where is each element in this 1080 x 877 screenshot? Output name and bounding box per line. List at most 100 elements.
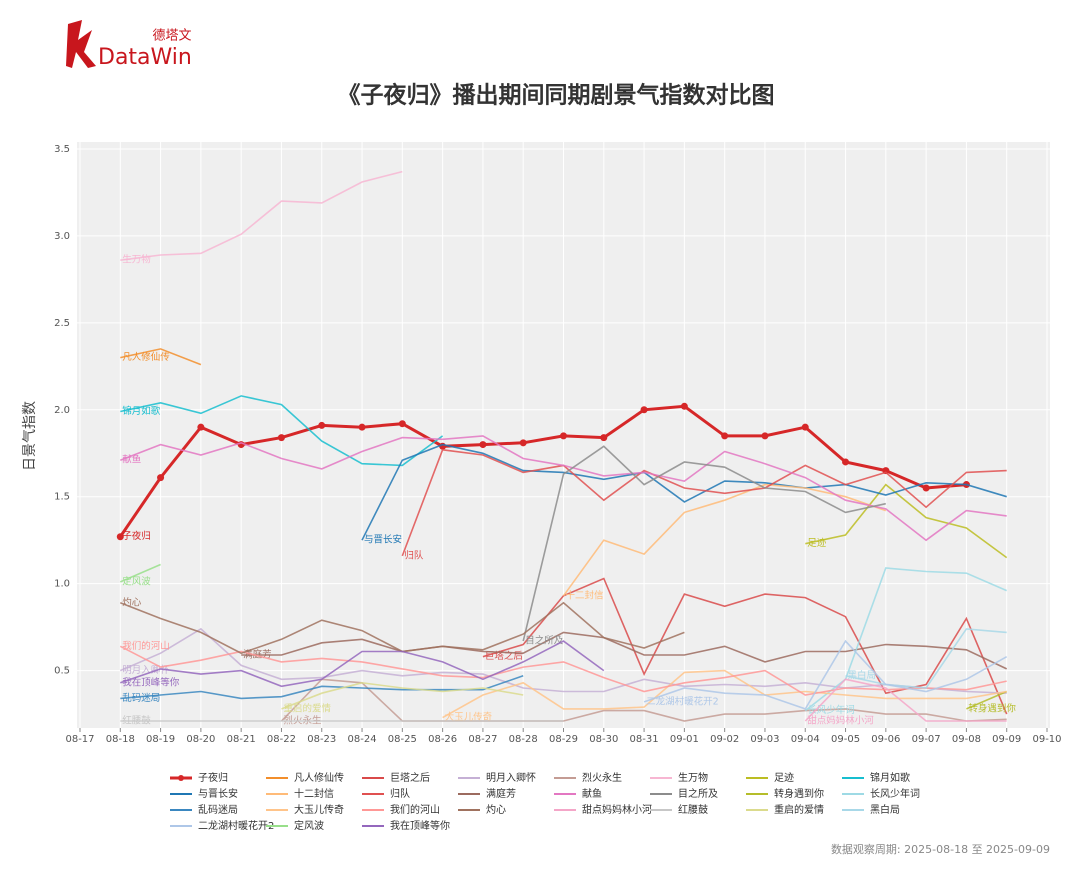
x-tick-label: 08-17 — [65, 734, 94, 745]
series: 转身遇到你 — [966, 690, 1016, 714]
x-tick-label: 08-23 — [307, 734, 336, 745]
point — [197, 423, 205, 431]
series-label: 生万物 — [122, 254, 151, 266]
series: 甜点妈妈林小河 — [804, 678, 1007, 727]
point — [721, 432, 729, 440]
x-tick-label: 08-27 — [468, 734, 497, 745]
legend-label: 生万物 — [678, 771, 708, 784]
series-line — [804, 567, 1008, 712]
point — [640, 406, 648, 414]
series-line — [845, 628, 1007, 689]
series: 子夜归 — [116, 402, 970, 542]
series-label: 足迹 — [807, 537, 827, 549]
legend-label: 归队 — [390, 787, 410, 800]
x-tick-label: 08-24 — [348, 734, 377, 745]
series-line — [119, 627, 1007, 694]
legend-label: 重启的爱情 — [774, 803, 824, 816]
legend-label: 十二封信 — [294, 787, 334, 800]
series-line — [120, 348, 202, 366]
legend-label: 乱码迷局 — [198, 804, 238, 816]
series-label: 转身遇到你 — [968, 702, 1016, 714]
series-line — [442, 669, 1007, 719]
series: 我们的河山 — [119, 640, 1007, 696]
x-tick-label: 09-02 — [710, 734, 739, 745]
series-line — [522, 445, 886, 642]
series-label: 二龙湖村暖花开2 — [646, 695, 719, 707]
series: 黑白局 — [845, 628, 1007, 689]
x-tick-label: 09-07 — [912, 734, 941, 745]
series: 重启的爱情 — [281, 681, 524, 714]
x-tick-label: 08-28 — [509, 734, 538, 745]
x-tick-label: 08-18 — [106, 734, 135, 745]
y-tick-label: 2.0 — [54, 405, 70, 416]
x-tick-label: 08-21 — [227, 734, 256, 745]
y-tick-label: 0.5 — [54, 666, 70, 677]
legend-label: 灼心 — [486, 803, 506, 816]
point — [842, 458, 850, 466]
point — [318, 421, 326, 429]
series-line — [120, 170, 403, 261]
series-line — [643, 639, 1008, 710]
series-line — [361, 443, 1007, 541]
series-line — [805, 483, 1008, 559]
series-line — [401, 448, 1007, 557]
legend-label: 甜点妈妈林小河 — [582, 803, 652, 816]
point — [277, 434, 285, 442]
point — [801, 423, 809, 431]
series: 明月入卿怀 — [119, 627, 1007, 694]
series-label: 我在顶峰等你 — [122, 676, 180, 688]
legend-label: 定风波 — [294, 819, 324, 832]
x-tick-label: 08-22 — [267, 734, 296, 745]
series-label: 目之所及 — [525, 635, 564, 647]
legend-label: 满庭芳 — [486, 787, 516, 800]
x-tick-label: 08-25 — [388, 734, 417, 745]
series: 我在顶峰等你 — [120, 640, 605, 688]
point — [680, 402, 688, 410]
point — [922, 484, 930, 492]
x-tick-label: 08-29 — [549, 734, 578, 745]
series-line — [120, 435, 1007, 542]
series-label: 凡人修仙传 — [122, 351, 170, 363]
legend-label: 长风少年词 — [870, 787, 920, 800]
series-line — [119, 404, 967, 538]
chart-title: 《子夜归》播出期间同期剧景气指数对比图 — [338, 82, 775, 109]
series: 二龙湖村暖花开2 — [643, 639, 1008, 710]
x-tick-label: 08-26 — [428, 734, 457, 745]
y-tick-label: 3.5 — [54, 144, 70, 155]
x-tick-label: 09-10 — [1032, 734, 1061, 745]
legend-label: 大玉儿传奇 — [294, 803, 344, 816]
series-label: 重启的爱情 — [283, 702, 331, 714]
series-label: 黑白局 — [848, 669, 877, 681]
series: 与晋长安 — [361, 443, 1007, 546]
x-tick-label: 09-09 — [992, 734, 1021, 745]
series-label: 献鱼 — [122, 454, 141, 466]
x-tick-label: 08-19 — [146, 734, 175, 745]
legend-marker — [178, 775, 184, 781]
point — [600, 434, 608, 442]
point — [479, 441, 487, 449]
legend-label: 烈火永生 — [582, 771, 622, 784]
series-label: 长风少年词 — [807, 704, 855, 716]
x-tick-label: 09-05 — [831, 734, 860, 745]
series-label: 与晋长安 — [364, 534, 402, 546]
legend-label: 巨塔之后 — [390, 771, 430, 784]
series-line — [120, 640, 605, 688]
y-axis-label: 日景气指数 — [22, 401, 38, 471]
point — [398, 420, 406, 428]
x-tick-label: 09-06 — [871, 734, 900, 745]
x-tick-label: 09-08 — [952, 734, 981, 745]
legend-label: 与晋长安 — [198, 787, 238, 800]
x-tick-label: 09-04 — [791, 734, 820, 745]
legend-label: 凡人修仙传 — [294, 771, 344, 784]
legend-label: 明月入卿怀 — [486, 772, 536, 784]
series-line — [119, 563, 161, 583]
point — [116, 533, 124, 541]
y-tick-label: 1.5 — [54, 492, 70, 503]
series-line — [281, 681, 524, 710]
series-line — [562, 483, 887, 597]
logo-cn: 德塔文 — [152, 29, 191, 44]
x-tick-label: 08-31 — [630, 734, 659, 745]
legend-label: 目之所及 — [678, 787, 718, 800]
logo-en: DataWin — [98, 45, 192, 70]
